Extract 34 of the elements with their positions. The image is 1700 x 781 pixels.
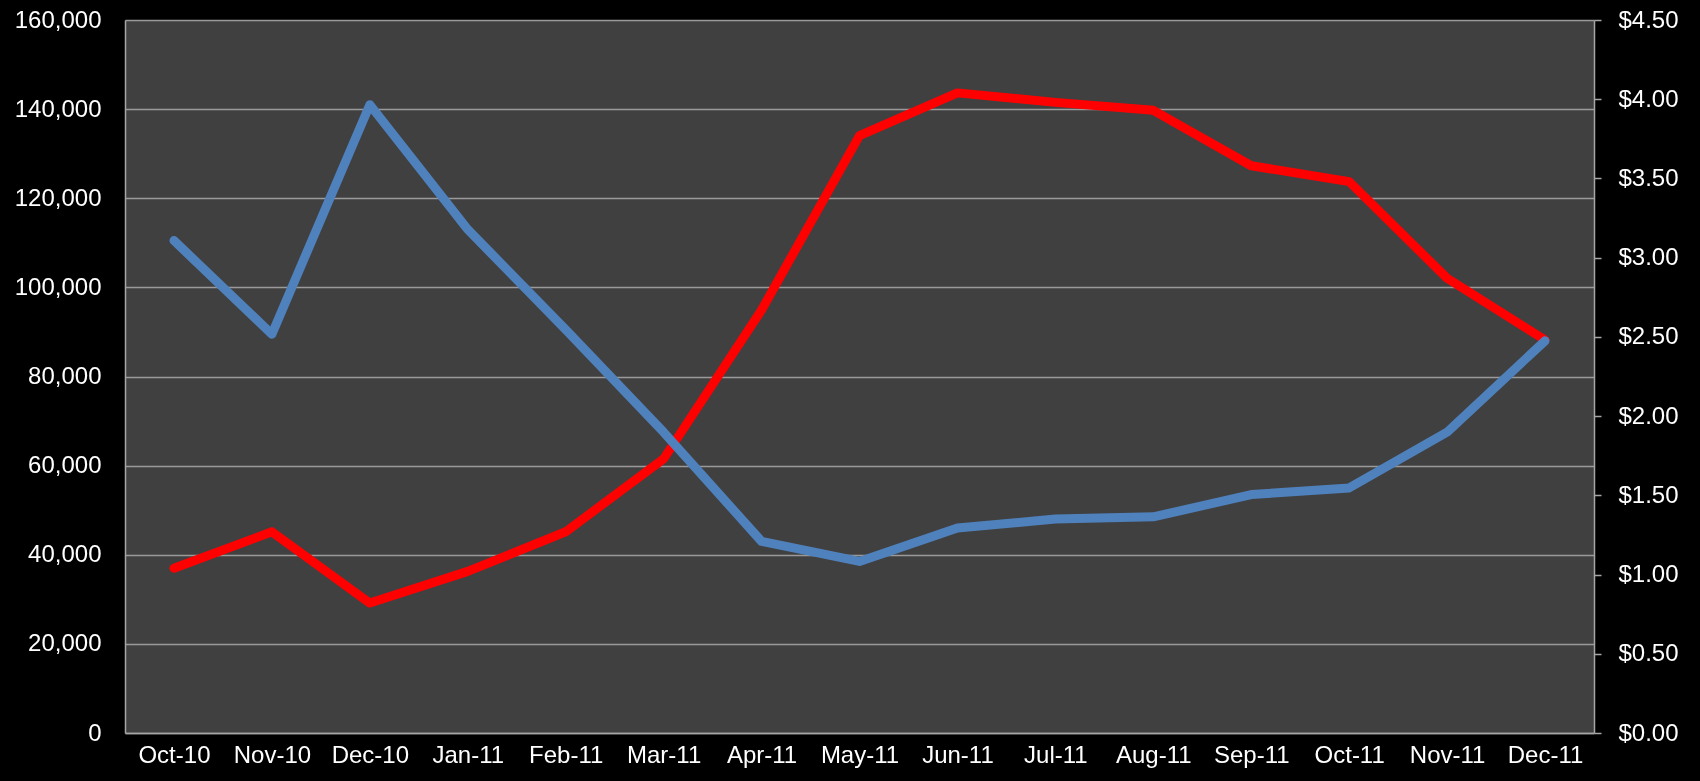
y-tick-label: 0 (88, 718, 102, 746)
y2-tick-label: $4.00 (1618, 84, 1679, 112)
y2-tick-label: $0.50 (1618, 639, 1679, 667)
y-tick-label: 160,000 (14, 5, 102, 33)
y-tick-label: 120,000 (14, 183, 102, 211)
x-tick-label: Jun-11 (922, 740, 994, 768)
y2-tick-label: $2.00 (1618, 401, 1679, 429)
y-tick-label: 80,000 (28, 362, 102, 389)
y-tick-label: 140,000 (14, 94, 102, 122)
x-tick-label: Apr-11 (726, 740, 798, 768)
x-tick-label: Jan-11 (432, 740, 505, 768)
x-tick-label: Oct-11 (1314, 740, 1385, 768)
x-tick-label: May-11 (820, 740, 900, 768)
x-tick-label: Nov-10 (233, 740, 312, 768)
x-tick-label: Dec-11 (1507, 740, 1584, 768)
y-tick-label: 40,000 (28, 540, 102, 568)
y2-tick-label: $2.50 (1618, 322, 1679, 350)
y2-tick-label: $3.50 (1618, 163, 1679, 191)
y2-tick-label: $1.00 (1618, 560, 1679, 588)
y2-tick-label: $0.00 (1618, 718, 1679, 746)
y2-tick-label: $4.50 (1618, 5, 1679, 33)
y-tick-label: 60,000 (28, 451, 102, 479)
x-tick-label: Nov-11 (1409, 740, 1486, 768)
x-tick-label: Mar-11 (627, 740, 702, 768)
x-tick-label: Dec-10 (331, 740, 410, 768)
x-tick-label: Jul-11 (1024, 740, 1088, 768)
x-tick-label: Aug-11 (1116, 740, 1192, 768)
y2-tick-label: $3.00 (1618, 243, 1679, 271)
y2-tick-label: $1.50 (1618, 480, 1679, 508)
y-tick-label: 100,000 (14, 272, 102, 300)
x-tick-label: Oct-10 (138, 740, 211, 768)
x-tick-label: Feb-11 (529, 740, 604, 768)
y-tick-label: 20,000 (28, 629, 102, 657)
x-tick-label: Sep-11 (1213, 740, 1290, 768)
